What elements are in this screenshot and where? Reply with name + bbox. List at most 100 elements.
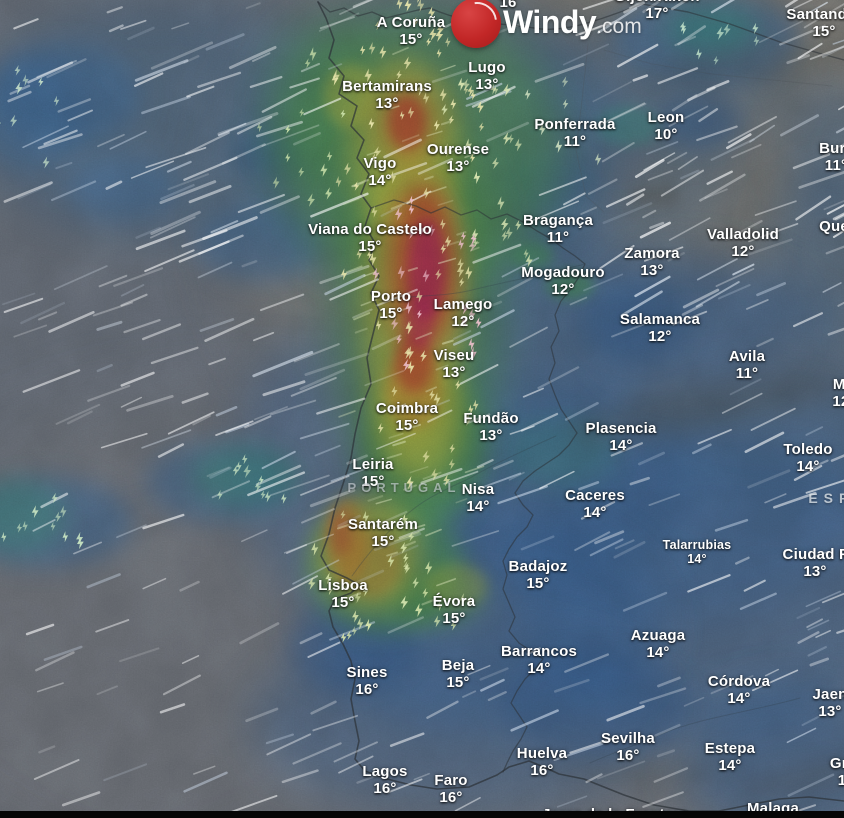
city-name: Beja — [441, 657, 475, 674]
city-label-c-rdova[interactable]: Córdova 14° — [708, 673, 770, 707]
city-label-16[interactable]: 16 — [499, 0, 516, 11]
city-name: Salamanca — [619, 311, 701, 328]
city-name: Madrid — [832, 376, 844, 393]
city-label-vora[interactable]: Évora 15° — [433, 593, 476, 627]
city-name: Burgos — [819, 140, 844, 157]
city-name: Vigo — [363, 155, 397, 172]
city-name: Plasencia — [585, 420, 657, 437]
country-label-espa-a: ESPAÑA — [808, 490, 844, 506]
city-label-valladolid[interactable]: Valladolid 12° — [707, 226, 779, 260]
city-label-huelva[interactable]: Huelva 16° — [517, 745, 567, 779]
city-temperature: 13° — [446, 158, 470, 175]
city-temperature: 16° — [373, 780, 397, 797]
city-temperature: 15° — [379, 305, 403, 322]
city-name: Porto — [370, 288, 412, 305]
city-label-que[interactable]: Que — [819, 218, 844, 235]
city-name: Zamora — [624, 245, 680, 262]
city-label-santander[interactable]: Santander15° — [786, 6, 844, 40]
city-name: Huelva — [516, 745, 568, 762]
city-name: Talarrubias — [662, 538, 732, 552]
city-label-beja[interactable]: Beja 15° — [442, 657, 475, 691]
city-temperature: 11° — [824, 157, 844, 174]
city-label-plasencia[interactable]: Plasencia 14° — [585, 420, 656, 454]
city-label-lamego[interactable]: Lamego 12° — [434, 296, 493, 330]
city-label-sevilha[interactable]: Sevilha 16° — [601, 730, 655, 764]
city-temperature: 13° — [475, 76, 499, 93]
city-label-madrid[interactable]: Madrid12° — [832, 376, 844, 410]
bottom-bar — [0, 811, 844, 818]
city-temperature: 14° — [368, 172, 392, 189]
city-label-jaen[interactable]: Jaen 13° — [813, 686, 844, 720]
city-label-salamanca[interactable]: Salamanca 12° — [620, 311, 700, 345]
city-label-viseu[interactable]: Viseu 13° — [434, 347, 475, 381]
city-label-mogadouro[interactable]: Mogadouro 12° — [521, 264, 604, 298]
city-temperature: 14° — [796, 458, 820, 475]
city-temperature: 14° — [466, 498, 490, 515]
city-temperature: 15° — [446, 674, 470, 691]
city-temperature: 13° — [442, 364, 466, 381]
location-marker-icon[interactable] — [448, 0, 506, 51]
city-label-porto[interactable]: Porto 15° — [371, 288, 411, 322]
city-label-bragan-a[interactable]: Bragança 11° — [523, 212, 593, 246]
city-temperature: 14° — [718, 757, 742, 774]
city-label-coimbra[interactable]: Coimbra 15° — [376, 400, 438, 434]
city-label-azuaga[interactable]: Azuaga 14° — [631, 627, 686, 661]
city-label-talarrubias[interactable]: Talarrubias 14° — [663, 538, 732, 566]
city-name: Azuaga — [630, 627, 686, 644]
city-label-ourense[interactable]: Ourense 13° — [427, 141, 489, 175]
city-name: Bertamirans — [342, 78, 432, 95]
city-label-gij-n-xix-n[interactable]: Gijón/Xixón17° — [614, 0, 700, 22]
city-label-santar-m[interactable]: Santarém 15° — [348, 516, 418, 550]
city-label-badajoz[interactable]: Badajoz 15° — [509, 558, 568, 592]
city-label-a-coru-a[interactable]: A Coruña 15° — [377, 14, 446, 48]
city-temperature: 14° — [687, 552, 707, 566]
city-temperature: 13° — [479, 427, 503, 444]
city-name: Bragança — [523, 212, 593, 229]
city-name: Coimbra — [375, 400, 439, 417]
city-temperature: 17° — [645, 5, 669, 22]
city-label-lisboa[interactable]: Lisboa 15° — [318, 577, 368, 611]
city-name: Barrancos — [500, 643, 578, 660]
city-name: A Coruña — [376, 14, 446, 31]
city-label-leiria[interactable]: Leiria 15° — [352, 456, 393, 490]
city-name: Ciudad Real — [782, 546, 844, 563]
city-label-burgos[interactable]: Burgos11° — [819, 140, 844, 174]
city-temperature: 15° — [399, 31, 423, 48]
city-name: Viana do Castelo — [308, 221, 432, 238]
city-label-lugo[interactable]: Lugo 13° — [468, 59, 505, 93]
city-label-viana-do-castelo[interactable]: Viana do Castelo 15° — [308, 221, 432, 255]
brand-suffix: .com — [596, 15, 642, 38]
city-temperature: 13° — [375, 95, 399, 112]
city-label-granada[interactable]: Granada1 — [830, 755, 844, 789]
city-name: Que — [819, 218, 844, 235]
city-label-barrancos[interactable]: Barrancos 14° — [501, 643, 577, 677]
city-label-leon[interactable]: Leon 10° — [648, 109, 685, 143]
city-label-bertamirans[interactable]: Bertamirans 13° — [342, 78, 432, 112]
city-label-vigo[interactable]: Vigo 14° — [363, 155, 396, 189]
city-label-toledo[interactable]: Toledo 14° — [783, 441, 832, 475]
city-label-nisa[interactable]: Nisa 14° — [462, 481, 495, 515]
city-label-ponferrada[interactable]: Ponferrada 11° — [534, 116, 615, 150]
city-label-sines[interactable]: Sines 16° — [346, 664, 387, 698]
city-label-faro[interactable]: Faro 16° — [434, 772, 467, 806]
city-temperature: 16° — [616, 747, 640, 764]
city-label-caceres[interactable]: Caceres 14° — [565, 487, 625, 521]
city-label-lagos[interactable]: Lagos 16° — [362, 763, 407, 797]
city-name: 16 — [499, 0, 517, 11]
brand-wordmark[interactable]: Windy .com — [503, 0, 642, 50]
city-temperature: 12° — [451, 313, 475, 330]
city-label-zamora[interactable]: Zamora 13° — [624, 245, 679, 279]
city-temperature: 11° — [735, 365, 759, 382]
city-name: Lugo — [468, 59, 506, 76]
city-label-fund-o[interactable]: Fundão 13° — [463, 410, 518, 444]
city-label-avila[interactable]: Avila 11° — [729, 348, 765, 382]
city-label-ciudad-real[interactable]: Ciudad Real13° — [783, 546, 844, 580]
city-temperature: 13° — [803, 563, 827, 580]
city-temperature: 11° — [546, 229, 570, 246]
city-temperature: 15° — [361, 473, 385, 490]
city-label-estepa[interactable]: Estepa 14° — [705, 740, 755, 774]
brand-title: Windy — [503, 4, 597, 40]
city-name: Lisboa — [318, 577, 368, 594]
city-temperature: 14° — [527, 660, 551, 677]
